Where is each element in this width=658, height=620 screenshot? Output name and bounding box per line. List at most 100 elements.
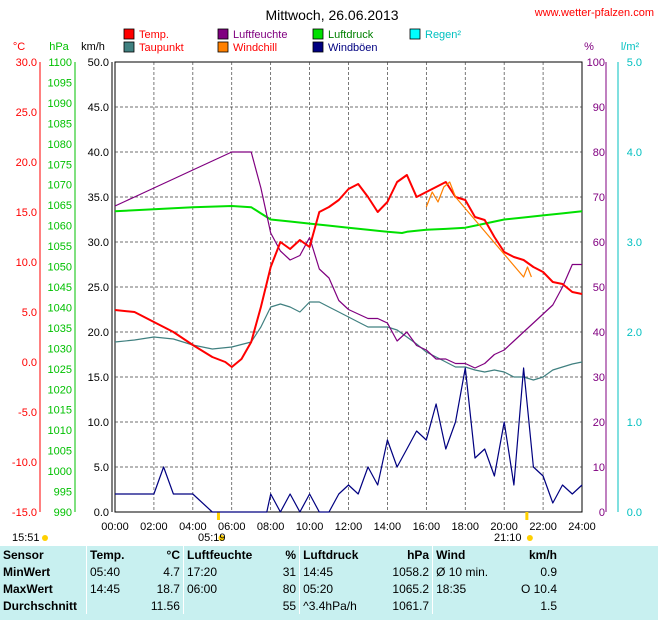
y-tick-label: 1085 — [48, 118, 72, 130]
x-tick-label: 24:00 — [568, 521, 596, 533]
axis-unit-label: °C — [13, 41, 25, 53]
sunrise-label: 05:19 — [198, 532, 226, 544]
legend-label: Taupunkt — [139, 42, 184, 54]
y-tick-label: 20.0 — [16, 157, 37, 169]
series-line-windchill — [425, 181, 532, 278]
cell-temp-time — [86, 597, 139, 614]
y-tick-label: 1095 — [48, 77, 72, 89]
x-tick-label: 06:00 — [218, 521, 246, 533]
y-tick-label: 30.0 — [16, 57, 37, 69]
x-tick-label: 02:00 — [140, 521, 168, 533]
hdr-temp-unit: °C — [166, 547, 180, 562]
sunset-label: 21:10 — [494, 532, 522, 544]
y-tick-label: 20 — [593, 417, 605, 429]
cell-humidity-time: 06:00 — [182, 580, 275, 597]
y-tick-label: 1065 — [48, 200, 72, 212]
y-tick-label: 990 — [54, 507, 72, 519]
cell-pressure-time: 05:20 — [299, 580, 378, 597]
series-line-temp — [114, 174, 583, 368]
y-tick-label: 0.0 — [94, 507, 109, 519]
y-tick-label: 80 — [593, 147, 605, 159]
y-tick-label: 10.0 — [16, 257, 37, 269]
y-tick-label: 4.0 — [627, 147, 642, 159]
x-tick-label: 18:00 — [451, 521, 479, 533]
y-tick-label: 15.0 — [88, 372, 109, 384]
hdr-pressure: Luftdruck — [299, 546, 378, 563]
y-tick-label: 25.0 — [88, 282, 109, 294]
y-tick-label: 50 — [593, 282, 605, 294]
cell-humidity-time: 17:20 — [182, 563, 275, 580]
cell-humidity-value: 80 — [282, 581, 297, 596]
y-tick-label: 1050 — [48, 262, 72, 274]
axis-unit-label: km/h — [81, 41, 105, 53]
y-tick-label: 1080 — [48, 139, 72, 151]
cell-wind-time: Ø 10 min. — [432, 563, 507, 580]
x-tick-label: 16:00 — [413, 521, 441, 533]
hdr-wind-unit: km/h — [528, 547, 557, 562]
series-line-luftdruck — [114, 205, 583, 234]
legend-swatch — [123, 41, 135, 53]
legend-label: Luftfeuchte — [233, 29, 287, 41]
x-tick-label: 12:00 — [335, 521, 363, 533]
y-tick-label: 1070 — [48, 180, 72, 192]
y-tick-label: 1055 — [48, 241, 72, 253]
summary-table: Sensor Temp. °C Luftfeuchte % Luftdruck … — [0, 546, 658, 620]
y-tick-label: 60 — [593, 237, 605, 249]
time-left-label: 15:51 — [12, 532, 40, 544]
y-tick-label: 10 — [593, 462, 605, 474]
legend-label: Temp. — [139, 29, 169, 41]
sun-dot — [526, 535, 533, 541]
y-tick-label: 1090 — [48, 98, 72, 110]
summary-blank-area — [560, 546, 658, 620]
legend-swatch — [312, 28, 324, 40]
y-tick-label: 1000 — [48, 466, 72, 478]
y-tick-label: 10.0 — [88, 417, 109, 429]
y-tick-label: 90 — [593, 102, 605, 114]
cell-humidity-value: 31 — [282, 564, 297, 579]
y-tick-label: 995 — [54, 487, 72, 499]
cell-wind-value: 0.9 — [540, 564, 557, 579]
y-tick-label: 40.0 — [88, 147, 109, 159]
y-tick-label: 25.0 — [16, 107, 37, 119]
cell-temp-value: 4.7 — [163, 564, 180, 579]
y-tick-label: 15.0 — [16, 207, 37, 219]
legend-label: Regen² — [425, 29, 461, 41]
y-tick-label: 1100 — [48, 57, 72, 69]
x-tick-label: 20:00 — [490, 521, 518, 533]
x-tick-label: 22:00 — [529, 521, 557, 533]
series-group — [114, 151, 583, 513]
y-tick-label: 50.0 — [88, 57, 109, 69]
cell-temp-value: 11.56 — [150, 598, 180, 613]
cell-wind-value: 1.5 — [540, 598, 557, 613]
y-tick-label: 1020 — [48, 384, 72, 396]
y-tick-label: 100 — [587, 57, 605, 69]
axis-unit-label: % — [584, 41, 594, 53]
cell-humidity-value: 55 — [282, 598, 297, 613]
cell-temp-value: 18.7 — [156, 581, 180, 596]
series-line-taupunkt — [114, 301, 583, 381]
y-tick-label: 3.0 — [627, 237, 642, 249]
x-tick-label: 10:00 — [296, 521, 324, 533]
y-tick-label: 1015 — [48, 405, 72, 417]
series-line-luftfeuchte — [114, 151, 582, 369]
legend-label: Windchill — [233, 42, 277, 54]
axis-unit-label: hPa — [49, 41, 69, 53]
hdr-temp: Temp. — [86, 546, 139, 563]
y-tick-label: 1035 — [48, 323, 72, 335]
cell-wind-time — [432, 597, 507, 614]
site-link[interactable]: www.wetter-pfalzen.com — [534, 7, 654, 19]
legend-label: Windböen — [328, 42, 378, 54]
y-tick-label: 35.0 — [88, 192, 109, 204]
cell-wind-value: O 10.4 — [520, 581, 557, 596]
hdr-humidity: Luftfeuchte — [182, 546, 275, 563]
time-dot — [42, 535, 48, 541]
y-tick-label: 1025 — [48, 364, 72, 376]
cell-pressure-value: 1061.7 — [392, 598, 430, 613]
series-line-windben — [115, 367, 583, 513]
weather-chart: Mittwoch, 26.06.2013 www.wetter-pfalzen.… — [12, 7, 654, 544]
y-tick-label: -10.0 — [12, 457, 37, 469]
hdr-wind: Wind — [432, 546, 507, 563]
x-axis: 00:00 02:00 04:00 06:00 08:00 10:00 12:00 14:00… — [42, 512, 596, 541]
cell-temp-time: 14:45 — [86, 580, 139, 597]
